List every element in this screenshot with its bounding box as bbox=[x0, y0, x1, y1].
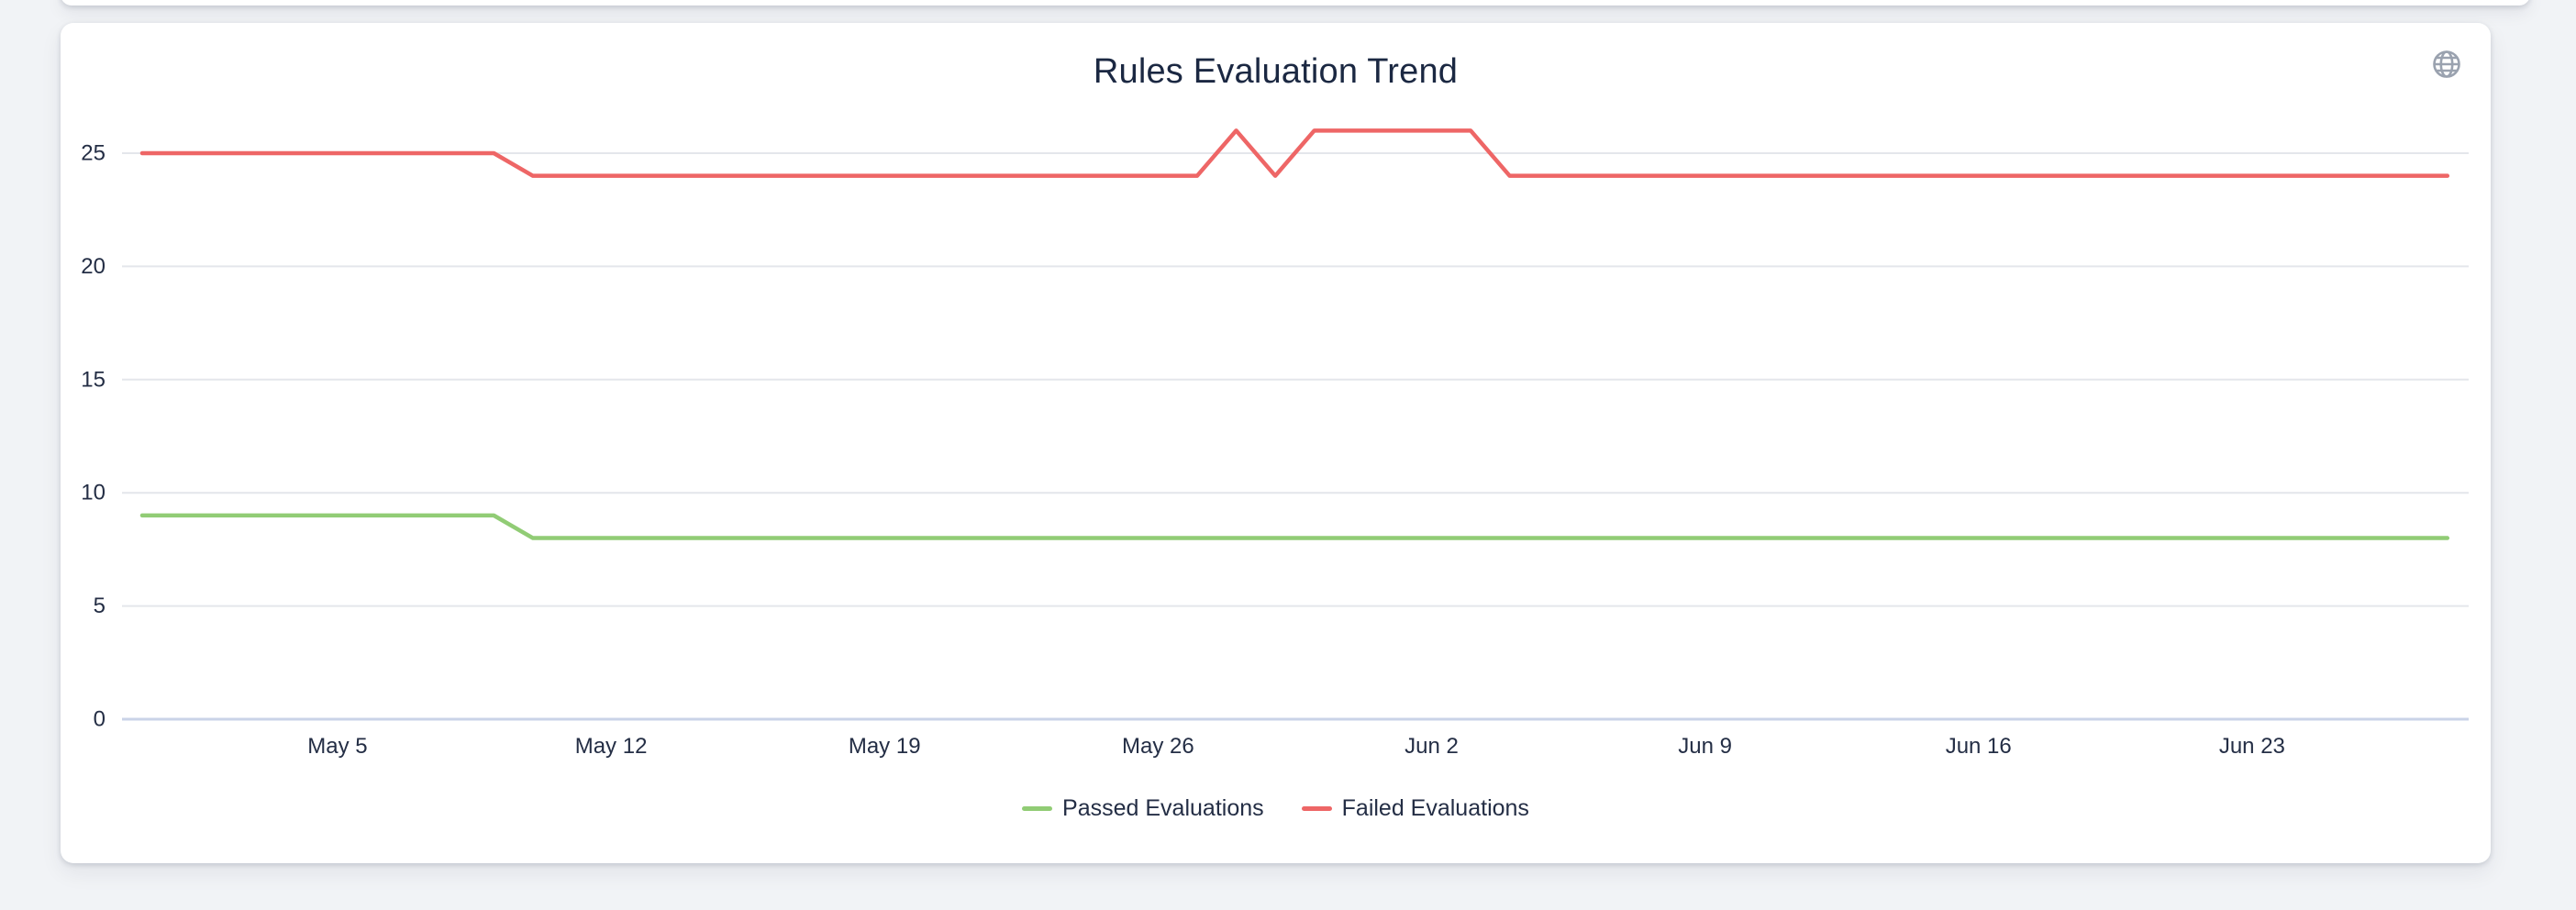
y-axis-label: 5 bbox=[94, 594, 105, 618]
x-axis-label: Jun 16 bbox=[1946, 734, 2012, 759]
previous-card-bottom-edge bbox=[61, 0, 2530, 6]
y-axis-label: 20 bbox=[81, 254, 105, 279]
trend-chart-plot-area[interactable]: 0 5 10 15 20 25 May 5 May 12 May 19 May 26 Jun 2 Ju… bbox=[61, 23, 2491, 863]
legend-item-failed-evaluations[interactable]: Failed Evaluations bbox=[1301, 795, 1529, 822]
chart-title: Rules Evaluation Trend bbox=[1093, 52, 1459, 91]
chart-legend: Passed Evaluations Failed Evaluations bbox=[61, 795, 2491, 822]
x-axis-label: Jun 23 bbox=[2219, 734, 2285, 759]
x-axis-label: May 12 bbox=[575, 734, 648, 759]
x-axis-label: May 5 bbox=[307, 734, 367, 759]
y-axis-label: 10 bbox=[81, 481, 105, 505]
y-axis-label: 25 bbox=[81, 141, 105, 166]
passed-evaluations-line bbox=[139, 513, 2450, 540]
y-axis-label: 0 bbox=[94, 707, 105, 732]
legend-label-failed: Failed Evaluations bbox=[1341, 795, 1529, 821]
legend-item-passed-evaluations[interactable]: Passed Evaluations bbox=[1022, 795, 1264, 822]
rules-evaluation-trend-card: Rules Evaluation Trend 0 5 10 15 20 25 May 5 Ma… bbox=[61, 23, 2491, 863]
failed-evaluations-line bbox=[139, 128, 2450, 178]
globe-icon[interactable] bbox=[2429, 47, 2464, 82]
x-axis-label: May 19 bbox=[849, 734, 921, 759]
x-axis-label: Jun 9 bbox=[1678, 734, 1732, 759]
globe-icon-glyph bbox=[2433, 50, 2460, 78]
failed-series-swatch bbox=[1301, 806, 1332, 811]
legend-label-passed: Passed Evaluations bbox=[1062, 795, 1264, 821]
x-axis-label: May 26 bbox=[1122, 734, 1194, 759]
y-axis-label: 15 bbox=[81, 367, 105, 392]
passed-series-swatch bbox=[1022, 806, 1053, 811]
x-axis-label: Jun 2 bbox=[1405, 734, 1459, 759]
